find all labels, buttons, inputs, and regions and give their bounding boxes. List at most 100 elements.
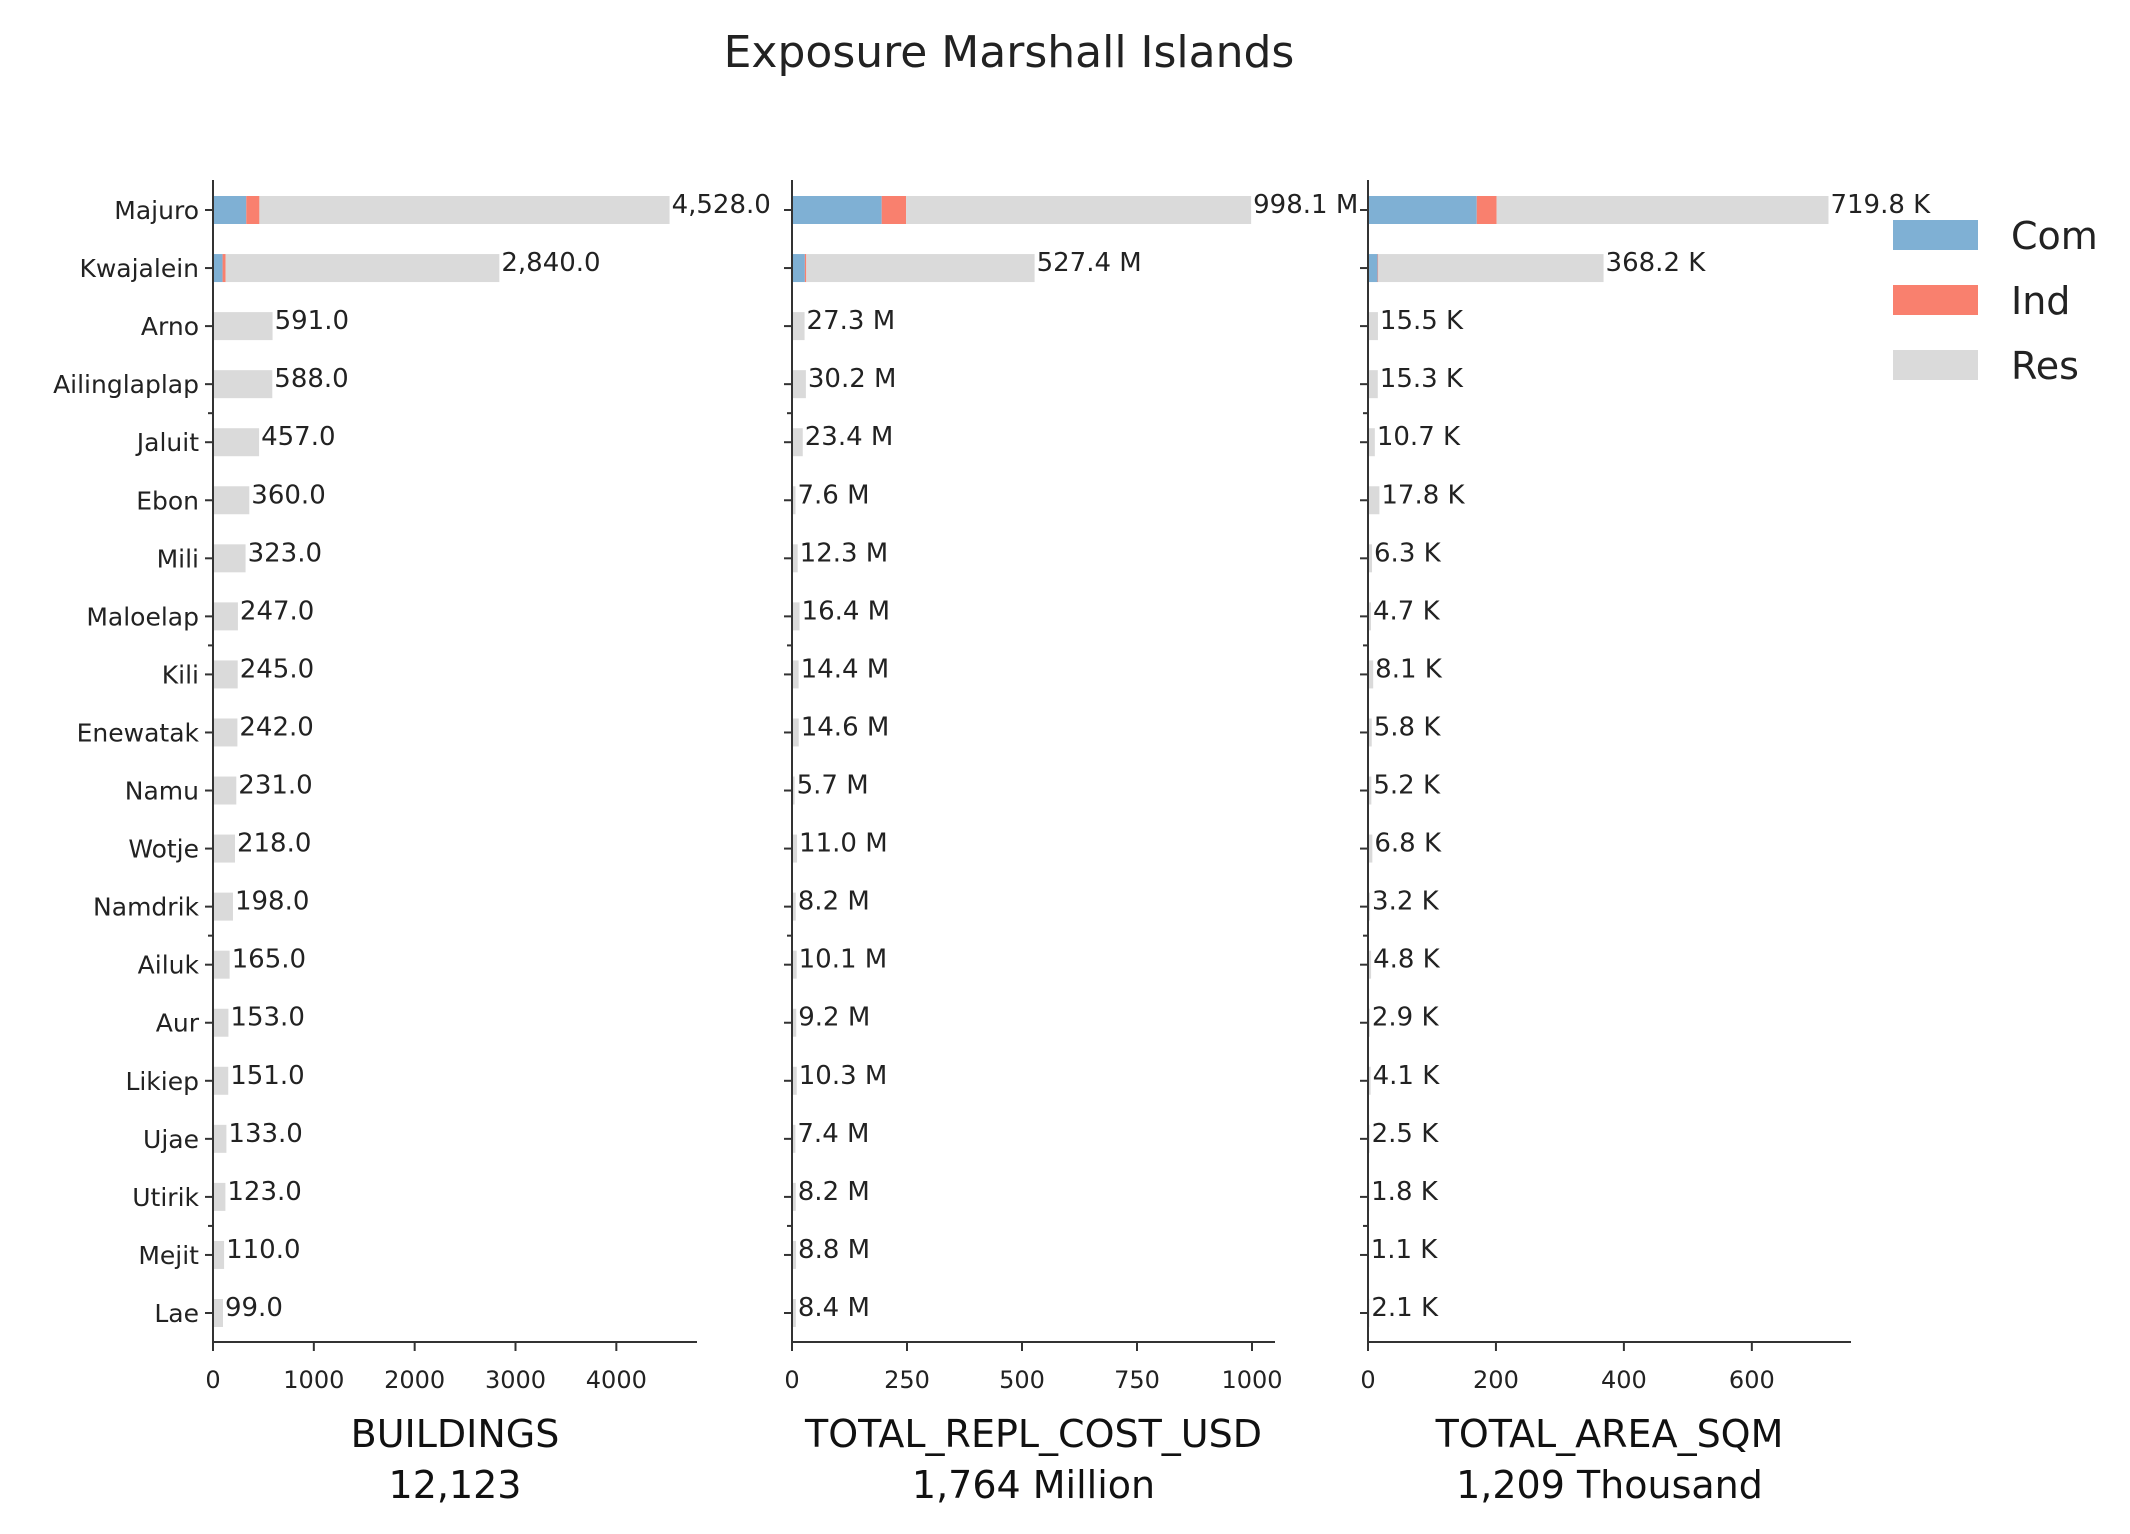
bar-res xyxy=(1368,312,1378,341)
bar-res xyxy=(1368,950,1372,979)
bar-ind xyxy=(1377,254,1379,283)
bar-res xyxy=(259,196,670,224)
panel-total_area_sqm: 719.8 K 368.2 K 15.5 K 15.3 K 10.7 K 17.8 K 6.… xyxy=(1360,180,1931,1507)
category-label: Namdrik xyxy=(93,893,199,922)
category-label: Kwajalein xyxy=(79,254,199,283)
bar-res xyxy=(213,370,273,399)
data-label: 4,528.0 xyxy=(672,190,771,220)
bar-res xyxy=(1368,544,1373,573)
category-label: Kili xyxy=(162,660,199,689)
data-label: 591.0 xyxy=(275,306,349,336)
x-axis-label: TOTAL_REPL_COST_USD xyxy=(804,1412,1262,1456)
data-label: 30.2 M xyxy=(808,364,897,394)
x-axis-label: BUILDINGS xyxy=(351,1412,560,1456)
data-label: 99.0 xyxy=(225,1293,283,1323)
bar-res xyxy=(213,834,235,863)
data-label: 110.0 xyxy=(226,1235,300,1265)
bar-res xyxy=(213,1124,227,1153)
data-label: 360.0 xyxy=(251,480,325,510)
bar-res xyxy=(792,892,796,921)
data-label: 1.1 K xyxy=(1371,1235,1439,1265)
data-label: 231.0 xyxy=(238,771,312,801)
bar-res xyxy=(1368,892,1371,921)
data-label: 12.3 M xyxy=(800,538,889,568)
data-label: 527.4 M xyxy=(1037,248,1142,278)
data-label: 16.4 M xyxy=(802,596,891,626)
data-label: 14.4 M xyxy=(801,654,890,684)
x-tick-label: 3000 xyxy=(485,1366,546,1394)
bar-res xyxy=(792,1182,796,1211)
data-label: 8.8 M xyxy=(798,1235,870,1265)
bar-res xyxy=(1368,486,1380,515)
bar-res xyxy=(792,776,795,805)
category-label: Utirik xyxy=(132,1183,199,1212)
bar-res xyxy=(1496,196,1829,224)
data-label: 10.1 M xyxy=(799,945,888,975)
panel-buildings: 4,528.0 Majuro 2,840.0 Kwajalein 591.0 Arno 58… xyxy=(53,180,771,1507)
bar-ind xyxy=(804,254,807,283)
bar-res xyxy=(1368,1066,1371,1095)
category-label: Arno xyxy=(141,312,199,341)
bar-res xyxy=(213,950,230,979)
data-label: 323.0 xyxy=(248,538,322,568)
category-label: Namu xyxy=(125,777,199,806)
data-label: 6.3 K xyxy=(1374,538,1442,568)
bar-res xyxy=(792,602,800,631)
x-axis-label: TOTAL_AREA_SQM xyxy=(1435,1412,1784,1456)
bar-res xyxy=(792,950,797,979)
category-label: Ailinglaplap xyxy=(53,370,199,399)
bar-res xyxy=(213,1182,226,1211)
legend-label-com: Com xyxy=(2011,214,2098,258)
bar-res xyxy=(1378,254,1604,283)
data-label: 23.4 M xyxy=(805,422,894,452)
category-label: Mili xyxy=(157,544,199,573)
category-label: Wotje xyxy=(128,835,199,864)
data-label: 2.1 K xyxy=(1371,1293,1439,1323)
data-label: 8.4 M xyxy=(798,1293,870,1323)
bar-res xyxy=(1368,834,1373,863)
bar-res xyxy=(213,776,237,805)
bar-res xyxy=(792,1124,796,1153)
data-label: 4.1 K xyxy=(1373,1061,1441,1091)
panels: 4,528.0 Majuro 2,840.0 Kwajalein 591.0 Arno 58… xyxy=(53,180,1931,1507)
bar-res xyxy=(792,1299,796,1327)
bar-res xyxy=(213,1008,229,1037)
x-tick-label: 1000 xyxy=(1221,1366,1282,1394)
bar-res xyxy=(213,312,273,341)
data-label: 3.2 K xyxy=(1372,887,1440,917)
bar-com xyxy=(1368,254,1378,283)
data-label: 7.4 M xyxy=(797,1119,869,1149)
bar-res xyxy=(213,660,238,689)
bar-res xyxy=(792,1240,797,1269)
bar-res xyxy=(792,1066,797,1095)
bar-ind xyxy=(222,254,226,283)
bar-res xyxy=(213,1066,229,1095)
x-tick-label: 200 xyxy=(1473,1366,1519,1394)
data-label: 123.0 xyxy=(227,1177,301,1207)
category-label: Ujae xyxy=(143,1125,199,1154)
data-label: 165.0 xyxy=(232,945,306,975)
x-tick-label: 0 xyxy=(205,1366,220,1394)
data-label: 5.2 K xyxy=(1373,771,1441,801)
bar-res xyxy=(792,1008,797,1037)
data-label: 10.7 K xyxy=(1377,422,1461,452)
bar-res xyxy=(213,486,250,515)
data-label: 133.0 xyxy=(228,1119,302,1149)
category-label: Lae xyxy=(154,1299,199,1328)
x-tick-label: 2000 xyxy=(384,1366,445,1394)
data-label: 457.0 xyxy=(261,422,335,452)
data-label: 998.1 M xyxy=(1253,190,1358,220)
data-label: 218.0 xyxy=(237,829,311,859)
x-tick-label: 500 xyxy=(999,1366,1045,1394)
bar-res xyxy=(792,660,799,689)
x-tick-label: 4000 xyxy=(586,1366,647,1394)
legend-label-res: Res xyxy=(2011,344,2079,388)
category-label: Majuro xyxy=(114,196,199,225)
data-label: 10.3 M xyxy=(799,1061,888,1091)
bar-res xyxy=(1368,718,1372,747)
data-label: 245.0 xyxy=(240,654,314,684)
panel-total: 1,209 Thousand xyxy=(1456,1463,1763,1507)
data-label: 1.8 K xyxy=(1371,1177,1439,1207)
bar-com xyxy=(1368,196,1477,224)
bar-res xyxy=(906,196,1252,224)
